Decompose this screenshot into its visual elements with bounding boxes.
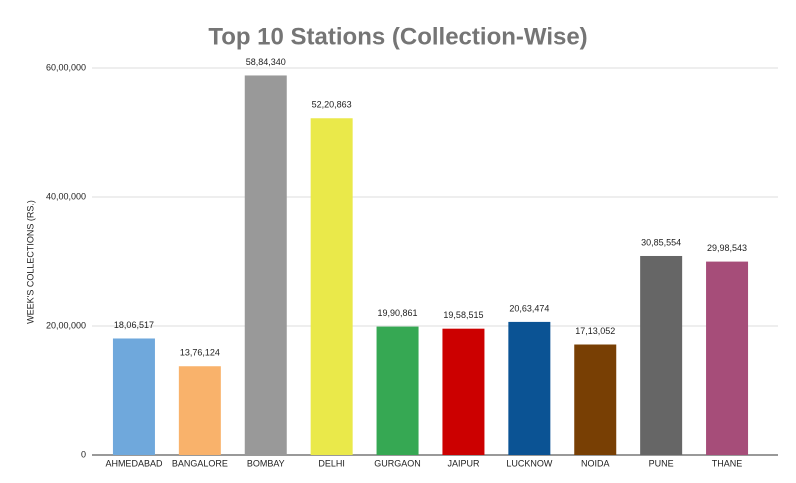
bar xyxy=(442,328,485,455)
bar xyxy=(178,366,221,455)
x-tick-label: PUNE xyxy=(649,458,674,468)
bar xyxy=(706,261,749,455)
x-tick-label: BANGALORE xyxy=(172,458,228,468)
x-tick-label: GURGAON xyxy=(374,458,421,468)
value-label: 20,63,474 xyxy=(509,303,549,313)
bar xyxy=(508,321,551,455)
bar xyxy=(244,75,287,455)
value-label: 18,06,517 xyxy=(114,320,154,330)
bar xyxy=(574,344,617,455)
value-label: 30,85,554 xyxy=(641,237,681,247)
x-tick-label: NOIDA xyxy=(581,458,610,468)
value-label: 19,90,861 xyxy=(378,308,418,318)
value-label: 58,84,340 xyxy=(246,57,286,67)
bar xyxy=(640,255,683,455)
bar xyxy=(376,326,419,455)
chart-title: Top 10 Stations (Collection-Wise) xyxy=(208,23,587,50)
value-label: 17,13,052 xyxy=(575,326,615,336)
y-tick-label: 0 xyxy=(81,449,86,459)
bar xyxy=(310,118,353,455)
y-tick-label: 40,00,000 xyxy=(46,191,86,201)
x-tick-label: DELHI xyxy=(318,458,345,468)
x-tick-label: THANE xyxy=(712,458,743,468)
bar xyxy=(112,338,155,455)
value-label: 19,58,515 xyxy=(443,310,483,320)
y-axis-label: WEEK'S COLLECTIONS (RS.) xyxy=(25,200,35,324)
y-tick-label: 20,00,000 xyxy=(46,320,86,330)
x-tick-label: AHMEDABAD xyxy=(105,458,163,468)
value-label: 29,98,543 xyxy=(707,243,747,253)
value-label: 13,76,124 xyxy=(180,348,220,358)
y-tick-label: 60,00,000 xyxy=(46,62,86,72)
x-tick-label: BOMBAY xyxy=(247,458,285,468)
value-label: 52,20,863 xyxy=(312,100,352,110)
x-tick-label: LUCKNOW xyxy=(506,458,553,468)
x-tick-label: JAIPUR xyxy=(447,458,480,468)
